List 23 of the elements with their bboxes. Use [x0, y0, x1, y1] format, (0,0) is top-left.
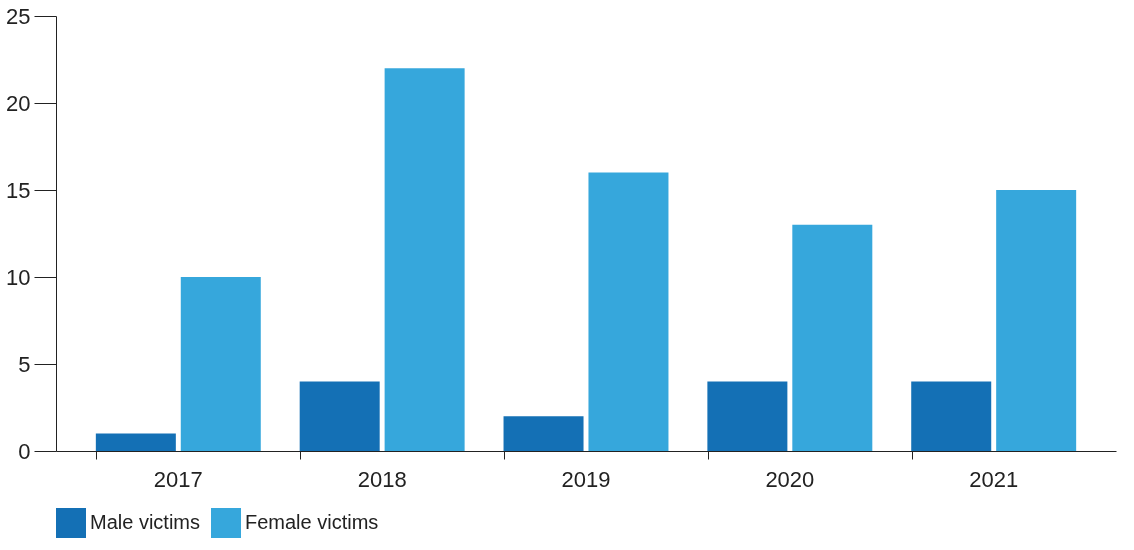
bar	[299, 381, 380, 451]
bar	[792, 224, 873, 451]
bar	[95, 433, 176, 451]
y-tick-label: 25	[6, 3, 31, 29]
bar	[588, 172, 669, 451]
x-tick-label: 2018	[357, 466, 407, 492]
bar	[707, 381, 788, 451]
y-tick-label: 5	[18, 351, 31, 377]
y-tick-label: 10	[6, 264, 31, 290]
y-tick-label: 0	[18, 438, 31, 464]
bar	[180, 277, 261, 451]
y-tick-label: 15	[6, 177, 31, 203]
bar	[996, 190, 1077, 451]
x-tick-label: 2017	[153, 466, 203, 492]
legend-label: Female victims	[245, 511, 379, 533]
x-tick-label: 2020	[765, 466, 815, 492]
legend-label: Male victims	[90, 511, 201, 533]
x-tick-label: 2021	[969, 466, 1019, 492]
x-tick-label: 2019	[561, 466, 611, 492]
bar	[911, 381, 992, 451]
bar	[503, 416, 584, 451]
bar	[384, 68, 465, 451]
y-tick-label: 20	[6, 90, 31, 116]
